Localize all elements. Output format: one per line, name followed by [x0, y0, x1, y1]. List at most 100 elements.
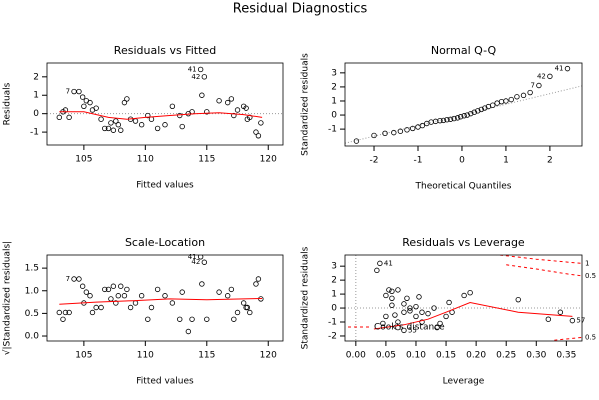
plot-area: [56, 255, 264, 335]
x-tick-label: 0.00: [346, 351, 366, 361]
point: [444, 116, 450, 123]
point-label: 41: [384, 259, 393, 267]
point-label: 42: [537, 72, 546, 80]
legend-label: Cook's distance: [374, 323, 445, 333]
point: [253, 281, 259, 287]
point: [255, 133, 262, 139]
y-tick-label: -1: [30, 128, 39, 138]
point: [79, 94, 86, 100]
point: [115, 122, 121, 128]
point: [185, 328, 192, 335]
x-tick-label: 105: [75, 155, 92, 165]
point: [201, 259, 208, 265]
point-label: 41: [188, 253, 197, 261]
y-tick-label: 2: [331, 82, 337, 92]
point: [224, 293, 231, 299]
x-axis-label: Theoretical Quantiles: [415, 182, 512, 192]
point: [62, 309, 69, 316]
x-tick-label: 120: [260, 351, 277, 361]
y-tick-label: -1: [328, 125, 337, 135]
x-tick-label: 115: [198, 155, 215, 165]
point: [216, 289, 222, 295]
y-tick-label: 1: [331, 96, 337, 106]
point: [401, 309, 407, 315]
point: [179, 123, 185, 130]
point: [138, 122, 145, 128]
point: [179, 289, 185, 295]
point: [121, 293, 128, 299]
point: [371, 132, 377, 139]
point: [564, 65, 571, 72]
x-tick-label: 120: [260, 155, 277, 165]
point: [243, 304, 249, 311]
x-tick-label: 105: [75, 351, 92, 361]
point: [386, 287, 392, 293]
point: [451, 115, 457, 122]
point: [89, 309, 96, 316]
point: [431, 305, 437, 311]
point: [231, 316, 237, 322]
x-tick-label: 0.05: [376, 351, 396, 361]
point: [83, 289, 90, 295]
point: [527, 89, 533, 96]
point: [56, 309, 62, 316]
point: [110, 127, 117, 133]
point: [118, 127, 124, 133]
point: [557, 309, 564, 315]
main-title: Residual Diagnostics: [233, 2, 368, 17]
point: [247, 309, 253, 316]
point: [216, 98, 222, 104]
point: [102, 286, 108, 293]
point: [446, 299, 452, 306]
plot-frame: [344, 62, 583, 147]
y-axis-label: √|Standardized residuals|: [2, 241, 13, 355]
smooth-line: [373, 301, 573, 330]
point: [138, 293, 145, 299]
y-tick-label: 0.5: [25, 309, 39, 319]
point: [60, 316, 66, 322]
x-tick-label: 0: [459, 156, 465, 166]
point: [93, 105, 99, 111]
point: [401, 327, 407, 334]
panel-title: Scale-Location: [125, 236, 205, 249]
point: [66, 309, 72, 316]
point: [234, 309, 241, 316]
point: [145, 316, 151, 322]
point: [110, 283, 117, 289]
point: [87, 293, 93, 299]
y-tick-label: 0: [33, 109, 39, 119]
x-tick-label: 0.35: [556, 351, 576, 361]
point: [508, 96, 514, 103]
point: [475, 108, 481, 114]
point: [443, 313, 449, 320]
y-tick-label: 1.0: [25, 286, 40, 296]
point: [56, 114, 62, 121]
y-tick-label: 0: [331, 111, 337, 121]
point: [468, 110, 474, 117]
point: [258, 120, 264, 126]
point: [490, 102, 496, 108]
point: [113, 118, 119, 124]
smooth-line: [59, 111, 263, 120]
point: [514, 94, 520, 100]
x-tick-label: 0.30: [526, 351, 546, 361]
y-tick-label: 3: [331, 68, 337, 78]
point: [177, 112, 183, 119]
x-tick-label: 0.15: [436, 351, 456, 361]
point: [204, 316, 210, 322]
point: [377, 260, 383, 267]
plot-frame: [46, 254, 284, 342]
point: [224, 99, 231, 106]
panel-title: Residuals vs Leverage: [402, 236, 525, 249]
y-tick-label: 2: [33, 72, 39, 82]
point: [447, 116, 454, 122]
point: [404, 295, 410, 301]
point: [383, 292, 389, 299]
point: [419, 319, 425, 325]
plot-area: [47, 66, 283, 139]
cooks-label: 1: [585, 259, 589, 267]
point-label: 7: [66, 275, 70, 283]
point: [154, 125, 161, 132]
